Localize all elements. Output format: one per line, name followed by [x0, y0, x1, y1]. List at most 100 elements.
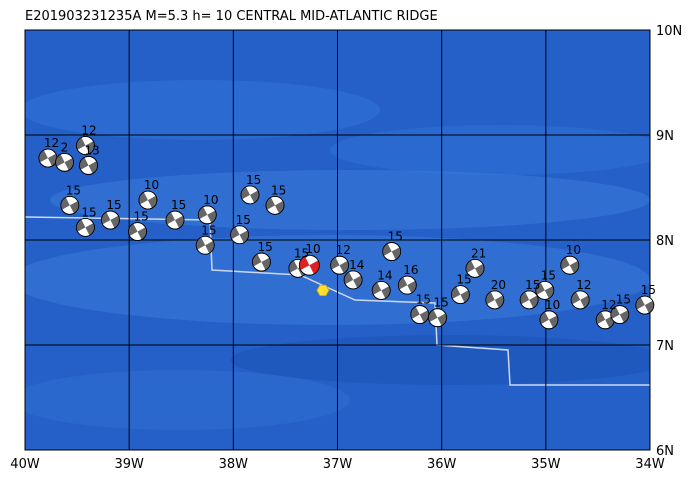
focal-mechanism	[428, 308, 447, 328]
beachball-quadrant	[451, 286, 461, 299]
depth-label: 12	[81, 124, 96, 138]
beachball-quadrant	[330, 257, 340, 270]
beachball-outline	[55, 152, 74, 172]
focal-mechanism	[570, 290, 590, 310]
beachball-quadrant	[548, 315, 558, 328]
map-frame	[24, 29, 651, 451]
epicenter	[316, 284, 330, 297]
focal-mechanism	[535, 280, 555, 300]
beachball-quadrant	[69, 201, 79, 214]
beachball-quadrant	[494, 295, 504, 308]
beachball-outline	[265, 195, 285, 215]
focal-mechanism	[38, 148, 58, 168]
depth-label: 12	[336, 243, 351, 257]
focal-mechanism	[240, 185, 260, 205]
focal-mechanism	[265, 195, 285, 215]
beachball-quadrant	[110, 215, 120, 229]
lon-label: 35W	[531, 457, 561, 472]
beachball-quadrant	[529, 295, 539, 308]
beachball-quadrant	[520, 291, 530, 305]
focal-mechanism	[76, 136, 95, 155]
depth-label: 15	[294, 246, 309, 260]
depth-label: 10	[545, 298, 560, 312]
beachball-outline	[485, 290, 505, 310]
beachball-quadrant	[299, 256, 310, 270]
beachball-outline	[343, 270, 363, 290]
lon-label: 36W	[427, 457, 457, 472]
beachball-outline	[451, 285, 470, 305]
beachball-quadrant	[535, 282, 545, 295]
depth-label: 15	[388, 230, 403, 244]
beachball-outline	[428, 308, 447, 328]
depth-label: 21	[471, 246, 486, 260]
beachball-quadrant	[79, 157, 89, 170]
beachball-quadrant	[88, 161, 98, 174]
lat-label: 10N	[656, 24, 682, 39]
beachball-outline	[330, 255, 349, 275]
beachball-quadrant	[610, 306, 620, 319]
beachball-quadrant	[101, 212, 111, 225]
beachball-quadrant	[85, 223, 95, 236]
lat-label: 6N	[656, 444, 674, 459]
depth-label: 10	[144, 178, 159, 192]
beachball-quadrant	[644, 300, 654, 314]
focal-mechanism	[55, 152, 74, 172]
focal-mechanism	[519, 290, 539, 310]
focal-mechanism	[330, 255, 349, 275]
depth-label: 15	[456, 273, 471, 287]
beachball-quadrant	[85, 141, 95, 154]
depth-label: 10	[566, 243, 581, 257]
focal-mechanism	[76, 217, 95, 237]
beachball-outline	[519, 290, 539, 310]
depth-label: 15	[246, 173, 261, 187]
lat-label: 8N	[656, 234, 674, 249]
depth-label: 12	[576, 278, 591, 292]
focal-mechanism	[230, 225, 249, 245]
events	[38, 136, 655, 330]
focal-mechanism	[382, 242, 402, 261]
beachball-quadrant	[391, 247, 401, 260]
focal-mechanism	[635, 295, 655, 315]
beachball-quadrant	[261, 257, 271, 271]
map-title: E201903231235A M=5.3 h= 10 CENTRAL MID-A…	[25, 9, 438, 24]
depth-label: 15	[616, 293, 631, 307]
beachball-quadrant	[137, 227, 147, 240]
focal-mechanism	[397, 275, 417, 295]
beachball-outline	[76, 217, 95, 237]
focal-mechanism	[101, 210, 120, 230]
beachball-quadrant	[198, 206, 208, 220]
focal-mechanism	[197, 205, 217, 225]
beachball-quadrant	[407, 280, 417, 294]
depth-label: 15	[434, 296, 449, 310]
depth-label: 12	[601, 298, 616, 312]
depth-label: 15	[81, 205, 96, 219]
lon-label: 40W	[10, 457, 40, 472]
beachball-outline	[197, 205, 217, 225]
depth-label: 15	[541, 268, 556, 282]
beachball-quadrant	[196, 237, 206, 250]
beachball-outline	[465, 258, 485, 278]
beachball-quadrant	[288, 260, 298, 273]
lon-label: 34W	[635, 457, 665, 472]
focal-mechanism	[165, 210, 185, 230]
depth-label: 12	[44, 136, 59, 150]
beachball-quadrant	[252, 254, 262, 267]
beachball-outline	[165, 210, 185, 230]
focal-mechanism	[539, 310, 559, 330]
focal-mechanism	[560, 255, 580, 275]
lon-label: 37W	[323, 457, 353, 472]
lat-label: 7N	[656, 339, 674, 354]
lon-label: 38W	[219, 457, 249, 472]
focal-mechanism	[595, 310, 615, 330]
beachball-outline	[635, 295, 655, 315]
beachball-quadrant	[60, 197, 70, 210]
beachball-outline	[298, 254, 320, 276]
beachball-quadrant	[309, 260, 320, 275]
depth-label: 15	[525, 278, 540, 292]
beachball-quadrant	[580, 295, 590, 308]
beachball-outline	[539, 310, 559, 330]
beachball-quadrant	[460, 290, 470, 303]
beachball-quadrant	[353, 275, 363, 288]
beachball-quadrant	[38, 150, 48, 163]
